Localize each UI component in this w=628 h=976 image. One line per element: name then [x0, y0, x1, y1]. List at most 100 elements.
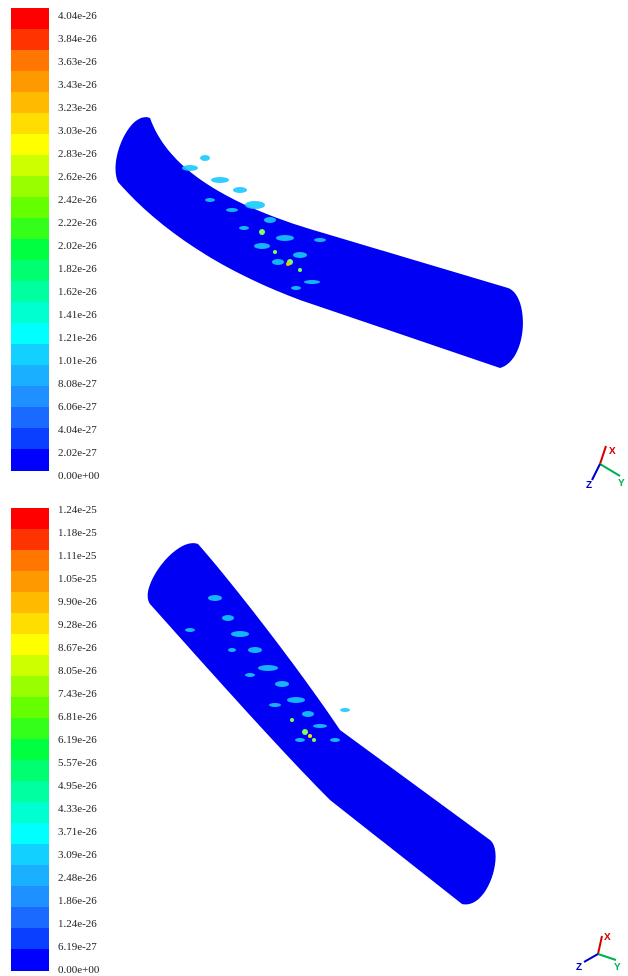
colorbar-swatch	[11, 844, 49, 866]
legend-label: 2.22e-26	[58, 217, 97, 229]
legend-label: 6.81e-26	[58, 711, 97, 723]
legend-label: 3.23e-26	[58, 102, 97, 114]
peak-spot	[286, 262, 290, 266]
legend-label: 4.33e-26	[58, 803, 97, 815]
legend-label: 4.04e-26	[58, 10, 97, 22]
legend-label: 7.43e-26	[58, 688, 97, 700]
triad-z-label: Z	[586, 480, 592, 488]
axis-triad-icon: X Y Z	[576, 932, 621, 970]
legend-label: 1.24e-26	[58, 918, 97, 930]
colorbar-swatch	[11, 344, 49, 366]
legend-label: 5.57e-26	[58, 757, 97, 769]
colorbar-bottom	[11, 508, 49, 971]
colorbar-swatch	[11, 50, 49, 72]
colorbar-swatch	[11, 407, 49, 429]
legend-label: 1.82e-26	[58, 263, 97, 275]
colorbar-swatch	[11, 802, 49, 824]
colorbar-swatch	[11, 113, 49, 135]
colorbar-swatch	[11, 239, 49, 261]
legend-label: 3.43e-26	[58, 79, 97, 91]
legend-label: 2.02e-26	[58, 240, 97, 252]
legend-label: 6.19e-27	[58, 941, 97, 953]
peak-spot	[308, 734, 312, 738]
colorbar-swatch	[11, 428, 49, 450]
colorbar-swatch	[11, 134, 49, 156]
legend-label: 1.41e-26	[58, 309, 97, 321]
triad-z-label: Z	[576, 962, 582, 970]
legend-label: 3.84e-26	[58, 33, 97, 45]
pipe-surface	[115, 117, 523, 368]
legend-label: 1.18e-25	[58, 527, 97, 539]
legend-label: 2.83e-26	[58, 148, 97, 160]
colorbar-swatch	[11, 886, 49, 908]
colorbar-swatch	[11, 781, 49, 803]
legend-label: 1.86e-26	[58, 895, 97, 907]
colorbar-swatch	[11, 449, 49, 471]
legend-label: 2.62e-26	[58, 171, 97, 183]
concentration-spots	[185, 595, 350, 742]
legend-label: 1.62e-26	[58, 286, 97, 298]
legend-label: 3.03e-26	[58, 125, 97, 137]
colorbar-swatch	[11, 676, 49, 698]
colorbar-top	[11, 8, 49, 471]
pipe-render-top[interactable]	[0, 0, 628, 490]
legend-label: 2.48e-26	[58, 872, 97, 884]
colorbar-swatch	[11, 928, 49, 950]
colorbar-swatch	[11, 29, 49, 51]
legend-label: 3.09e-26	[58, 849, 97, 861]
legend-label: 9.28e-26	[58, 619, 97, 631]
colorbar-swatch	[11, 760, 49, 782]
legend-label: 0.00e+00	[58, 470, 100, 482]
colorbar-swatch	[11, 739, 49, 761]
triad-y-label: Y	[614, 962, 621, 970]
colorbar-swatch	[11, 949, 49, 971]
legend-label: 1.01e-26	[58, 355, 97, 367]
colorbar-swatch	[11, 550, 49, 572]
colorbar-swatch	[11, 907, 49, 929]
colorbar-swatch	[11, 8, 49, 30]
colorbar-swatch	[11, 155, 49, 177]
legend-label: 1.11e-25	[58, 550, 97, 562]
legend-label: 8.08e-27	[58, 378, 97, 390]
legend-label: 1.05e-25	[58, 573, 97, 585]
colorbar-swatch	[11, 697, 49, 719]
legend-label: 8.05e-26	[58, 665, 97, 677]
colorbar-swatch	[11, 176, 49, 198]
colorbar-swatch	[11, 823, 49, 845]
colorbar-swatch	[11, 71, 49, 93]
colorbar-swatch	[11, 386, 49, 408]
colorbar-swatch	[11, 571, 49, 593]
colorbar-swatch	[11, 529, 49, 551]
colorbar-swatch	[11, 365, 49, 387]
colorbar-swatch	[11, 718, 49, 740]
axis-triad-icon: X Y Z	[586, 445, 625, 488]
colorbar-swatch	[11, 655, 49, 677]
legend-label: 2.02e-27	[58, 447, 97, 459]
legend-label: 3.63e-26	[58, 56, 97, 68]
concentration-spots	[182, 155, 326, 290]
contour-panel-bottom: 1.24e-25 1.18e-25 1.11e-25 1.05e-25 9.90…	[0, 500, 628, 976]
legend-label: 8.67e-26	[58, 642, 97, 654]
colorbar-swatch	[11, 260, 49, 282]
colorbar-swatch	[11, 508, 49, 530]
pipe-render-bottom[interactable]	[0, 500, 628, 971]
legend-label: 4.95e-26	[58, 780, 97, 792]
colorbar-swatch	[11, 302, 49, 324]
triad-x-label: X	[609, 446, 616, 457]
triad-x-label: X	[604, 932, 611, 943]
legend-label: 4.04e-27	[58, 424, 97, 436]
contour-panel-top: 4.04e-26 3.84e-26 3.63e-26 3.43e-26 3.23…	[0, 0, 628, 490]
colorbar-swatch	[11, 634, 49, 656]
colorbar-swatch	[11, 197, 49, 219]
colorbar-swatch	[11, 218, 49, 240]
legend-label: 3.71e-26	[58, 826, 97, 838]
legend-label: 1.21e-26	[58, 332, 97, 344]
legend-label: 6.06e-27	[58, 401, 97, 413]
legend-label: 9.90e-26	[58, 596, 97, 608]
legend-label: 6.19e-26	[58, 734, 97, 746]
legend-label: 1.24e-25	[58, 504, 97, 516]
colorbar-swatch	[11, 92, 49, 114]
pipe-surface	[147, 543, 496, 905]
colorbar-swatch	[11, 592, 49, 614]
triad-y-label: Y	[618, 478, 625, 488]
